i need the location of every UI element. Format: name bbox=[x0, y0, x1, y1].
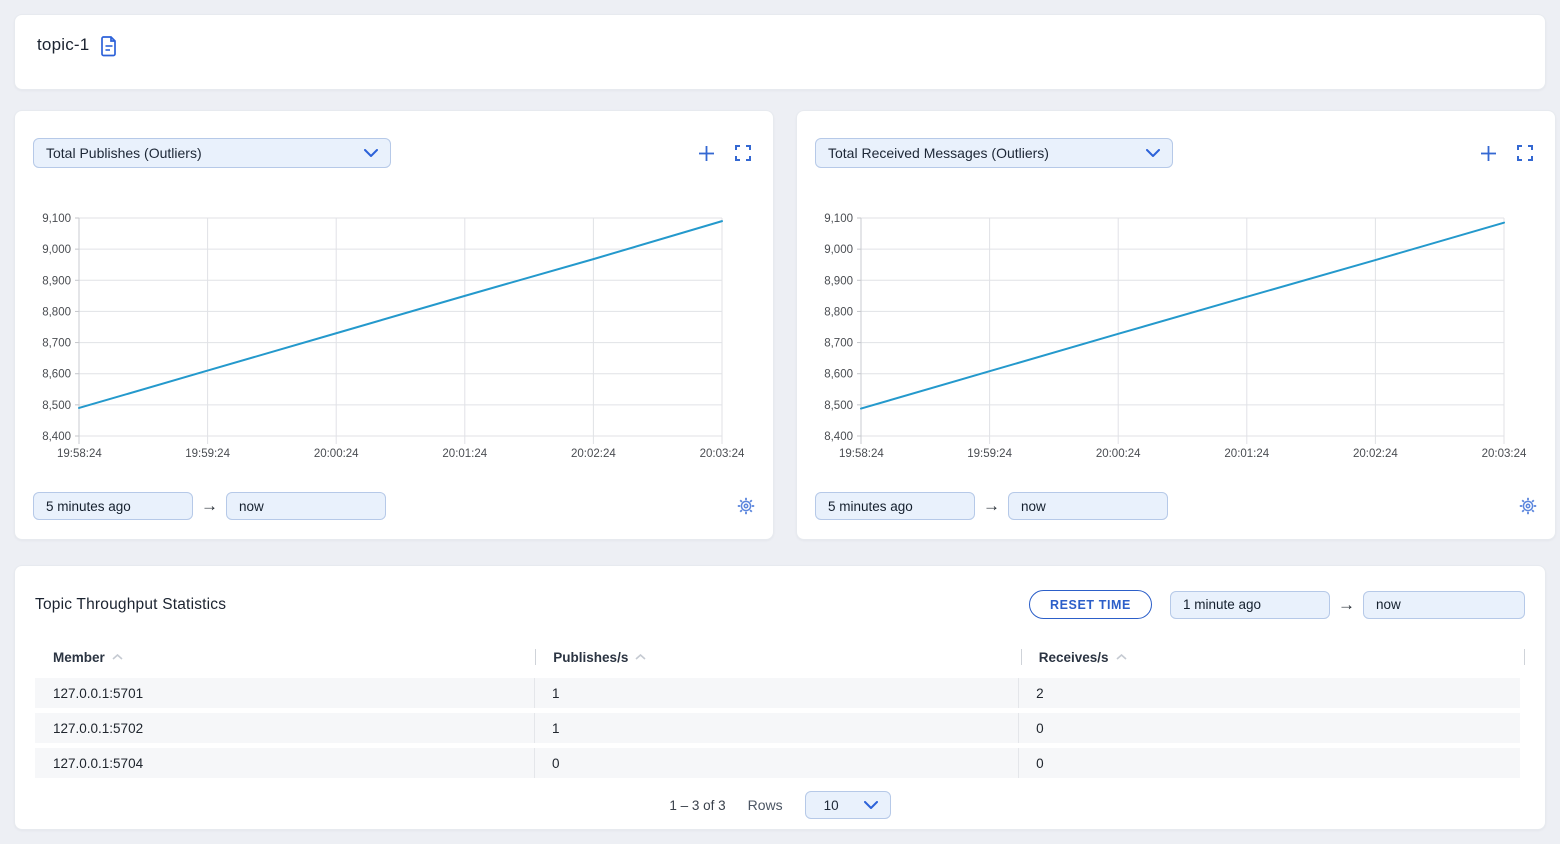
svg-text:8,600: 8,600 bbox=[824, 369, 853, 381]
rows-per-page-selector[interactable]: 10 bbox=[804, 791, 891, 819]
time-to-input[interactable] bbox=[1008, 492, 1168, 520]
svg-text:8,900: 8,900 bbox=[42, 275, 71, 287]
chart-settings-gear-icon[interactable] bbox=[1519, 497, 1537, 515]
svg-text:8,800: 8,800 bbox=[42, 306, 71, 318]
arrow-right-icon: → bbox=[983, 496, 1000, 515]
publishes-cell: 0 bbox=[533, 748, 1018, 778]
page-title: topic-1 bbox=[37, 35, 90, 54]
receives-cell: 0 bbox=[1018, 713, 1520, 743]
svg-text:19:58:24: 19:58:24 bbox=[839, 448, 884, 460]
svg-text:8,900: 8,900 bbox=[824, 275, 853, 287]
publishes-cell: 1 bbox=[533, 678, 1018, 708]
add-chart-icon[interactable] bbox=[698, 145, 715, 162]
metric-selector-received[interactable]: Total Received Messages (Outliers) bbox=[815, 138, 1173, 168]
receives-cell: 2 bbox=[1018, 678, 1520, 708]
table-row[interactable]: 127.0.0.1:5701 1 2 bbox=[35, 678, 1520, 708]
svg-text:20:03:24: 20:03:24 bbox=[700, 448, 745, 460]
throughput-table: Member Publishes/s Receives/s 127.0.0.1:… bbox=[35, 641, 1525, 778]
reset-time-button[interactable]: RESET TIME bbox=[1028, 590, 1152, 619]
topic-header-card: topic-1 bbox=[14, 14, 1546, 90]
time-from-input[interactable] bbox=[815, 492, 975, 520]
svg-text:9,000: 9,000 bbox=[42, 244, 71, 256]
table-row[interactable]: 127.0.0.1:5702 1 0 bbox=[35, 713, 1520, 743]
fullscreen-icon[interactable] bbox=[1517, 145, 1533, 161]
rows-per-page-value: 10 bbox=[823, 797, 839, 813]
chart-actions bbox=[698, 145, 755, 162]
svg-text:9,100: 9,100 bbox=[824, 213, 853, 225]
chart-actions bbox=[1480, 145, 1537, 162]
svg-text:9,100: 9,100 bbox=[42, 213, 71, 225]
publishes-chart-card: Total Publishes (Outliers) 8,400 8,500 8,6… bbox=[14, 110, 774, 540]
metric-selector-value: Total Received Messages (Outliers) bbox=[828, 145, 1049, 161]
chevron-down-icon bbox=[364, 149, 378, 157]
chevron-down-icon bbox=[1146, 149, 1160, 157]
svg-text:8,500: 8,500 bbox=[42, 400, 71, 412]
table-row[interactable]: 127.0.0.1:5704 0 0 bbox=[35, 748, 1520, 778]
stats-title: Topic Throughput Statistics bbox=[35, 595, 227, 613]
publishes-line-chart: 8,400 8,500 8,600 8,700 8,800 8,900 9,000 9,100… bbox=[42, 213, 745, 460]
receives-cell: 0 bbox=[1018, 748, 1520, 778]
received-chart-header: Total Received Messages (Outliers) bbox=[815, 138, 1537, 168]
column-header-receives[interactable]: Receives/s bbox=[1020, 648, 1524, 666]
svg-text:8,700: 8,700 bbox=[42, 338, 71, 350]
chevron-down-icon bbox=[863, 801, 878, 809]
pagination: 1 – 3 of 3 Rows 10 bbox=[35, 791, 1525, 819]
time-range-controls: → bbox=[815, 492, 1168, 520]
svg-text:20:03:24: 20:03:24 bbox=[1482, 448, 1527, 460]
svg-text:20:02:24: 20:02:24 bbox=[571, 448, 616, 460]
sort-caret-icon bbox=[112, 654, 123, 660]
fullscreen-icon[interactable] bbox=[735, 145, 751, 161]
sort-caret-icon bbox=[635, 654, 646, 660]
arrow-right-icon: → bbox=[1338, 594, 1355, 614]
rows-per-page-label: Rows bbox=[747, 797, 783, 813]
charts-row: Total Publishes (Outliers) 8,400 8,500 8,6… bbox=[14, 110, 1556, 540]
stats-time-to-input[interactable] bbox=[1363, 590, 1525, 619]
chart-settings-gear-icon[interactable] bbox=[737, 497, 755, 515]
svg-text:8,400: 8,400 bbox=[42, 431, 71, 443]
sort-caret-icon bbox=[1115, 654, 1127, 660]
svg-text:20:02:24: 20:02:24 bbox=[1353, 448, 1398, 460]
svg-text:9,000: 9,000 bbox=[824, 244, 853, 256]
svg-text:8,700: 8,700 bbox=[824, 338, 853, 350]
column-header-publishes[interactable]: Publishes/s bbox=[535, 648, 1020, 666]
arrow-right-icon: → bbox=[201, 496, 218, 515]
received-chart-card: Total Received Messages (Outliers) 8,400… bbox=[796, 110, 1556, 540]
stats-time-from-input[interactable] bbox=[1170, 590, 1330, 619]
publishes-chart-footer: → bbox=[33, 492, 755, 520]
time-from-input[interactable] bbox=[33, 492, 193, 520]
received-chart-footer: → bbox=[815, 492, 1537, 520]
svg-text:8,800: 8,800 bbox=[824, 306, 853, 318]
received-line-chart: 8,400 8,500 8,600 8,700 8,800 8,900 9,000 9,100… bbox=[824, 213, 1527, 460]
metric-selector-publishes[interactable]: Total Publishes (Outliers) bbox=[33, 138, 391, 168]
publishes-chart-header: Total Publishes (Outliers) bbox=[33, 138, 755, 168]
table-header-row: Member Publishes/s Receives/s bbox=[35, 641, 1525, 673]
time-to-input[interactable] bbox=[226, 492, 386, 520]
time-range-controls: → bbox=[1170, 590, 1525, 619]
svg-text:8,400: 8,400 bbox=[824, 431, 853, 443]
stats-time-controls: RESET TIME → bbox=[1028, 590, 1525, 619]
metric-selector-value: Total Publishes (Outliers) bbox=[46, 145, 202, 161]
throughput-stats-card: Topic Throughput Statistics RESET TIME →… bbox=[14, 565, 1546, 830]
document-icon[interactable] bbox=[99, 35, 119, 57]
svg-text:19:59:24: 19:59:24 bbox=[967, 448, 1012, 460]
member-cell: 127.0.0.1:5701 bbox=[53, 685, 144, 701]
svg-text:20:01:24: 20:01:24 bbox=[442, 448, 487, 460]
svg-text:20:01:24: 20:01:24 bbox=[1224, 448, 1269, 460]
column-header-member[interactable]: Member bbox=[35, 648, 535, 666]
svg-text:20:00:24: 20:00:24 bbox=[1096, 448, 1141, 460]
member-cell: 127.0.0.1:5702 bbox=[53, 720, 144, 736]
stats-header: Topic Throughput Statistics RESET TIME → bbox=[35, 590, 1525, 619]
svg-text:8,600: 8,600 bbox=[42, 369, 71, 381]
add-chart-icon[interactable] bbox=[1480, 145, 1497, 162]
pagination-range: 1 – 3 of 3 bbox=[669, 797, 726, 813]
svg-text:19:58:24: 19:58:24 bbox=[57, 448, 102, 460]
svg-text:19:59:24: 19:59:24 bbox=[185, 448, 230, 460]
member-cell: 127.0.0.1:5704 bbox=[53, 755, 144, 771]
time-range-controls: → bbox=[33, 492, 386, 520]
svg-text:20:00:24: 20:00:24 bbox=[314, 448, 359, 460]
publishes-cell: 1 bbox=[533, 713, 1018, 743]
svg-text:8,500: 8,500 bbox=[824, 400, 853, 412]
